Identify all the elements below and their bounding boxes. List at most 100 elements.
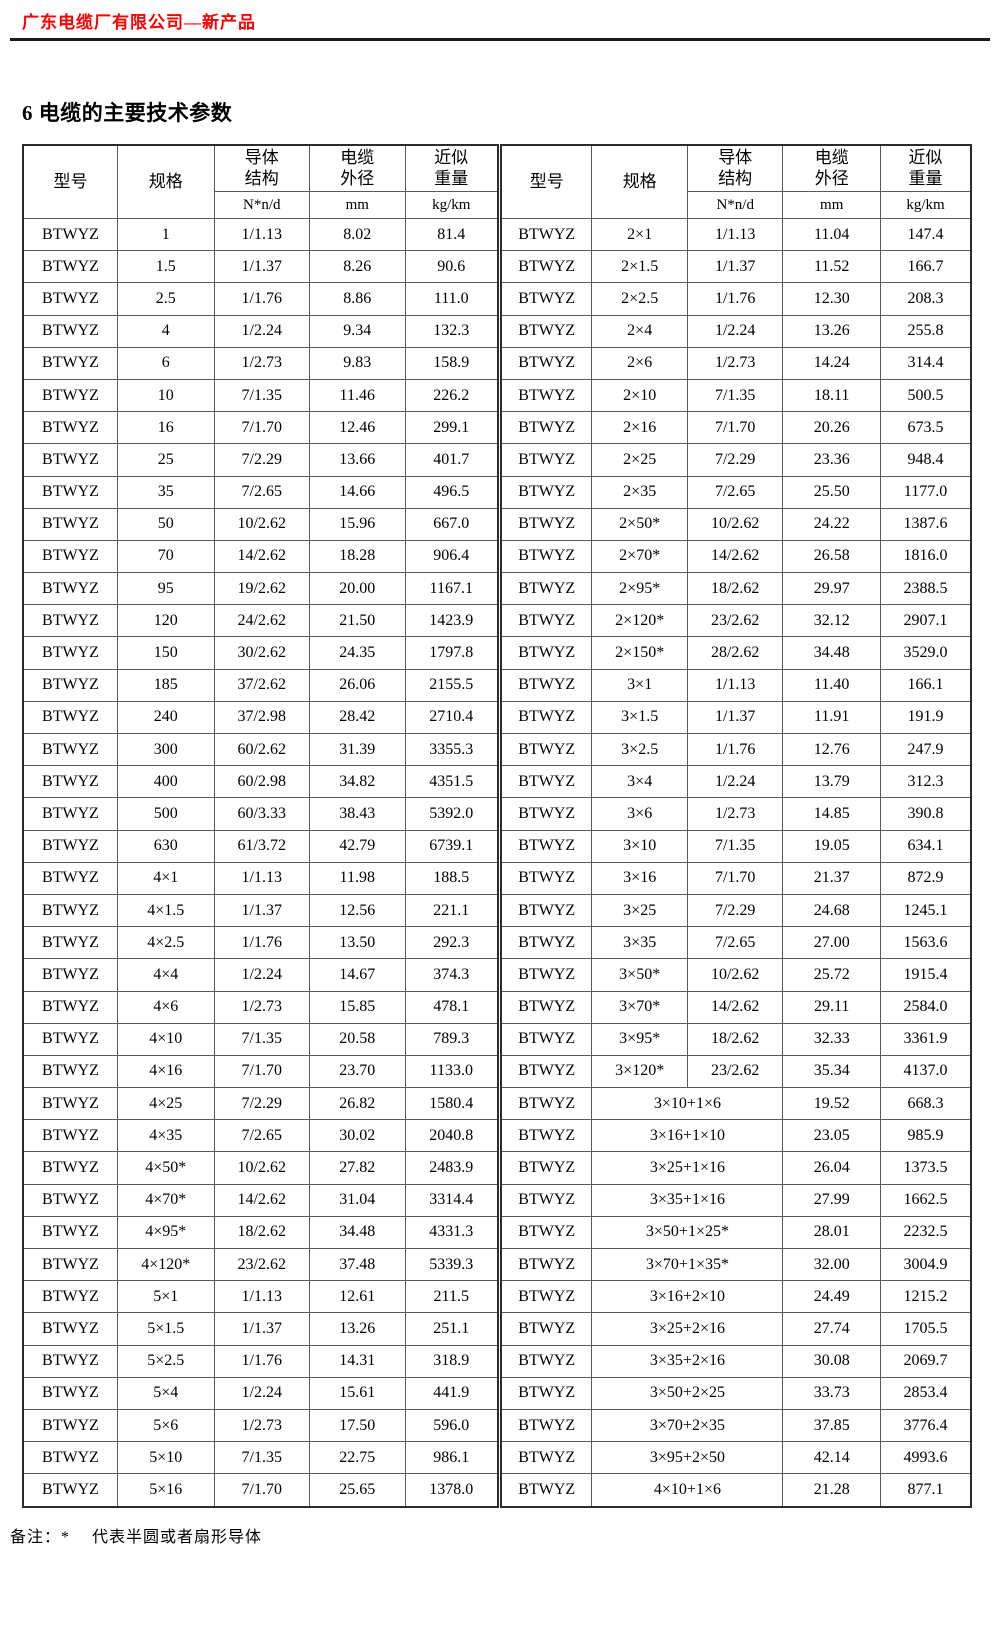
cell-weight: 1378.0 xyxy=(404,1473,500,1507)
cell-od: 9.34 xyxy=(309,314,406,348)
cell-spec: 3×4 xyxy=(591,765,688,799)
cell-conductor: 37/2.98 xyxy=(213,700,310,735)
cell-conductor: 7/2.29 xyxy=(686,893,784,928)
cell-weight: 2069.7 xyxy=(879,1344,972,1378)
cell-weight: 985.9 xyxy=(879,1119,972,1153)
cell-conductor: 1/1.76 xyxy=(213,926,310,960)
cell-model: BTWYZ xyxy=(22,1022,118,1056)
cell-weight: 1797.8 xyxy=(404,636,500,670)
cell-model: BTWYZ xyxy=(496,797,593,831)
cell-od: 14.67 xyxy=(309,958,406,992)
cell-od: 21.37 xyxy=(782,861,881,895)
cell-weight: 314.4 xyxy=(879,346,972,380)
table-row: BTWYZ 70 14/2.62 18.28 906.4 BTWYZ 2×70* 14/2.6… xyxy=(22,539,972,574)
cell-spec: 3×50* xyxy=(591,958,688,992)
cell-conductor: 1/2.73 xyxy=(213,346,310,380)
cell-spec: 2×4 xyxy=(591,314,688,348)
cell-od: 15.85 xyxy=(309,990,406,1024)
cell-od: 27.00 xyxy=(782,926,881,960)
unit-weight-right: kg/km xyxy=(879,191,972,219)
cell-spec: 5×4 xyxy=(116,1376,215,1410)
cell-conductor: 7/1.70 xyxy=(686,861,784,895)
cell-conductor: 1/2.73 xyxy=(686,346,784,380)
cell-od: 27.74 xyxy=(782,1312,881,1346)
cell-od: 22.75 xyxy=(309,1441,406,1475)
cell-weight: 2155.5 xyxy=(404,668,500,702)
cell-od: 27.99 xyxy=(782,1183,881,1217)
table-row: BTWYZ 185 37/2.62 26.06 2155.5 BTWYZ 3×1 1/1.13… xyxy=(22,668,972,702)
cell-od: 30.08 xyxy=(782,1344,881,1378)
cell-model: BTWYZ xyxy=(496,378,593,413)
cell-od: 23.70 xyxy=(309,1054,406,1089)
cell-spec: 4×10 xyxy=(116,1022,215,1056)
cell-od: 8.26 xyxy=(309,250,406,284)
cell-model: BTWYZ xyxy=(22,411,118,445)
cell-spec: 3×95* xyxy=(591,1022,688,1056)
cell-spec: 2×1.5 xyxy=(591,250,688,284)
cell-weight: 221.1 xyxy=(404,893,500,928)
header-conductor-left: 导体 结构 xyxy=(213,144,310,192)
cell-od: 14.24 xyxy=(782,346,881,380)
cell-spec: 25 xyxy=(116,443,215,477)
cell-conductor: 1/1.37 xyxy=(686,250,784,284)
header-weight-left: 近似 重量 xyxy=(404,144,500,192)
cell-conductor: 7/2.29 xyxy=(213,443,310,477)
header-row-units: N*n/d mm kg/km N*n/d mm kg/km xyxy=(23,191,972,219)
table-row: BTWYZ 5×1 1/1.13 12.61 211.5 BTWYZ 3×16+2×10 24… xyxy=(22,1280,972,1314)
cell-model: BTWYZ xyxy=(496,1183,593,1217)
cell-model: BTWYZ xyxy=(496,507,593,541)
cell-model: BTWYZ xyxy=(496,926,593,960)
page-title: 6 电缆的主要技术参数 xyxy=(22,101,233,125)
cell-weight: 401.7 xyxy=(404,443,500,477)
unit-od-left: mm xyxy=(309,191,406,219)
cell-model: BTWYZ xyxy=(496,893,593,928)
cell-spec: 3×70+1×35* xyxy=(591,1247,784,1282)
cell-conductor: 7/1.70 xyxy=(213,1473,310,1507)
cell-od: 9.83 xyxy=(309,346,406,380)
cell-spec: 2×35 xyxy=(591,475,688,509)
cell-spec: 2×70* xyxy=(591,539,688,574)
cell-conductor: 18/2.62 xyxy=(213,1215,310,1250)
header-weight-right: 近似 重量 xyxy=(879,144,972,192)
cell-model: BTWYZ xyxy=(22,507,118,541)
cell-model: BTWYZ xyxy=(496,1312,593,1346)
table-row: BTWYZ 4×120* 23/2.62 37.48 5339.3 BTWYZ 3×70+1… xyxy=(22,1247,972,1282)
cell-conductor: 1/2.73 xyxy=(213,990,310,1024)
cell-od: 23.36 xyxy=(782,443,881,477)
cell-spec: 35 xyxy=(116,475,215,509)
cell-model: BTWYZ xyxy=(496,1215,593,1250)
table-row: BTWYZ 4×25 7/2.29 26.82 1580.4 BTWYZ 3×10+1×6 1… xyxy=(22,1087,972,1121)
cell-spec: 3×10+1×6 xyxy=(591,1087,784,1121)
table-row: BTWYZ 4×10 7/1.35 20.58 789.3 BTWYZ 3×95* 18/2.… xyxy=(22,1022,972,1056)
cell-weight: 478.1 xyxy=(404,990,500,1024)
cell-weight: 986.1 xyxy=(404,1441,500,1475)
page-header: 广东电缆厂有限公司—新产品 xyxy=(10,6,990,41)
header-model-right: 型号 xyxy=(496,144,593,219)
table-row: BTWYZ 16 7/1.70 12.46 299.1 BTWYZ 2×16 7/1.70 20… xyxy=(22,411,972,445)
cell-model: BTWYZ xyxy=(22,1376,118,1410)
table-row: BTWYZ 2.5 1/1.76 8.86 111.0 BTWYZ 2×2.5 1/1.76 1… xyxy=(22,282,972,316)
unit-conductor-right: N*n/d xyxy=(686,191,784,219)
cell-od: 21.50 xyxy=(309,604,406,638)
cell-spec: 2×2.5 xyxy=(591,282,688,316)
cell-conductor: 30/2.62 xyxy=(213,636,310,670)
cell-weight: 247.9 xyxy=(879,732,972,767)
cell-spec: 3×25 xyxy=(591,893,688,928)
cell-spec: 300 xyxy=(116,732,215,767)
cell-od: 26.06 xyxy=(309,668,406,702)
table-row: BTWYZ 5×6 1/2.73 17.50 596.0 BTWYZ 3×70+2×35 37… xyxy=(22,1408,972,1443)
cell-model: BTWYZ xyxy=(496,1022,593,1056)
table-row: BTWYZ 1.5 1/1.37 8.26 90.6 BTWYZ 2×1.5 1/1.37 11… xyxy=(22,250,972,284)
cell-conductor: 37/2.62 xyxy=(213,668,310,702)
cell-spec: 2×25 xyxy=(591,443,688,477)
cell-model: BTWYZ xyxy=(496,1441,593,1475)
cell-weight: 3361.9 xyxy=(879,1022,972,1056)
cell-weight: 3776.4 xyxy=(879,1408,972,1443)
cell-conductor: 1/1.37 xyxy=(213,250,310,284)
cell-od: 33.73 xyxy=(782,1376,881,1410)
cell-conductor: 1/2.73 xyxy=(686,797,784,831)
table-row: BTWYZ 4×70* 14/2.62 31.04 3314.4 BTWYZ 3×35+1×… xyxy=(22,1183,972,1217)
table-row: BTWYZ 630 61/3.72 42.79 6739.1 BTWYZ 3×10 7/1.3… xyxy=(22,829,972,863)
cell-od: 24.35 xyxy=(309,636,406,670)
cell-weight: 596.0 xyxy=(404,1408,500,1443)
